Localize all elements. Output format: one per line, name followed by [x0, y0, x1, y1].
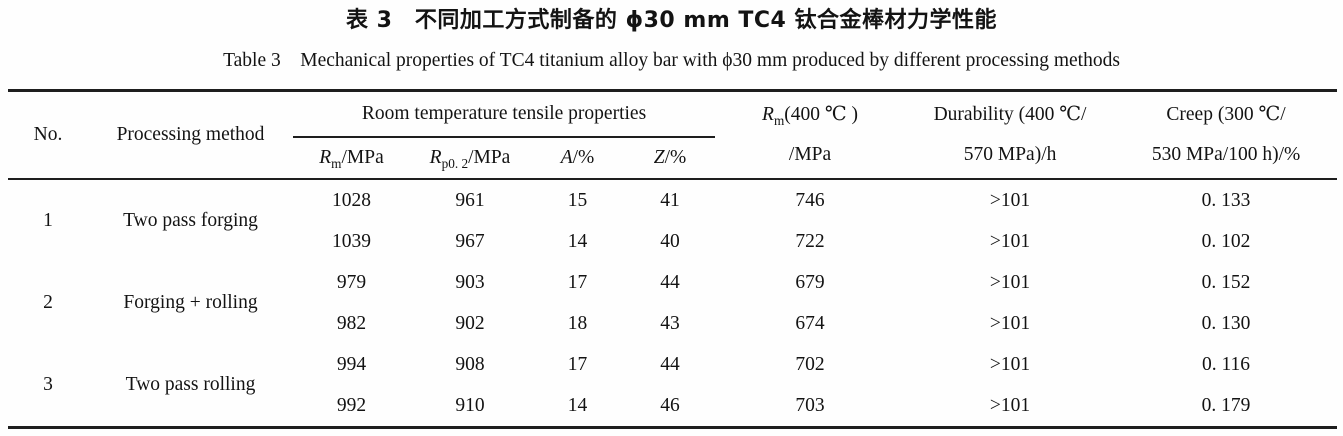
- cell-no: 3: [43, 374, 53, 395]
- cell-rm: 1028: [332, 189, 371, 211]
- cell-processing-method: Forging + rolling: [123, 292, 258, 313]
- table-body: 1 Two pass forging 1028 961 15 41 746 >101 0. 13…: [8, 179, 1337, 428]
- header-durability-line1: Durability (400 ℃/: [933, 104, 1087, 125]
- cell-rm: 982: [336, 312, 367, 334]
- cell-rp02: 908: [455, 353, 485, 375]
- table-row: 2 Forging + rolling 979 903 17 44 679 >101 0. 15…: [8, 262, 1337, 314]
- cell-durability: >101: [989, 394, 1031, 416]
- cell-a: 18: [567, 312, 588, 334]
- cell-rm: 1039: [332, 230, 371, 252]
- cell-creep: 0. 152: [1201, 271, 1251, 293]
- cell-z: 44: [660, 271, 680, 293]
- header-reduction: Z/%: [653, 147, 687, 168]
- cell-z: 46: [660, 394, 680, 416]
- cell-rp02: 903: [455, 271, 485, 293]
- header-no: No.: [33, 124, 63, 145]
- cell-no: 2: [43, 292, 53, 313]
- cell-no: 1: [43, 210, 53, 231]
- cell-durability: >101: [989, 312, 1031, 334]
- header-durability: Durability (400 ℃/ 570 MPa)/h: [905, 91, 1115, 180]
- table-row: 3 Two pass rolling 994 908 17 44 702 >101 0. 116: [8, 344, 1337, 396]
- table-header: No. Processing method Room temperature t…: [8, 90, 1338, 179]
- table-row: 982 902 18 43 674 >101 0. 130: [8, 303, 1337, 344]
- cell-durability: >101: [989, 189, 1031, 211]
- header-row-sub: Rm/MPa Rp0. 2/MPa A/% Z/%: [8, 137, 1337, 179]
- cell-rm: 979: [336, 271, 367, 293]
- header-processing-method: Processing method: [116, 124, 265, 145]
- header-row-top: No. Processing method Room temperature t…: [8, 90, 1337, 165]
- cell-processing-method: Two pass forging: [123, 210, 258, 231]
- cell-rm400: 679: [795, 271, 825, 293]
- header-tensile-group: Room temperature tensile properties: [293, 90, 716, 138]
- cell-rm400: 702: [795, 353, 825, 375]
- cell-rm400: 674: [795, 312, 825, 334]
- table-row: 1 Two pass forging 1028 961 15 41 746 >101 0. 13…: [8, 179, 1337, 232]
- cell-processing-method: Two pass rolling: [125, 374, 256, 395]
- header-rm-400-line2: /MPa: [788, 144, 832, 165]
- cell-rm: 994: [336, 353, 367, 375]
- cell-a: 14: [567, 230, 588, 252]
- cell-rp02: 910: [455, 394, 485, 416]
- table-row: 1039 967 14 40 722 >101 0. 102: [8, 221, 1337, 262]
- cell-z: 43: [660, 312, 680, 334]
- header-creep-line2: 530 MPa/100 h)/%: [1151, 144, 1301, 165]
- cell-rp02: 967: [455, 230, 485, 252]
- cell-durability: >101: [989, 353, 1031, 375]
- header-elongation: A/%: [560, 147, 595, 168]
- header-rm-400: Rm(400 ℃ ) /MPa: [715, 91, 905, 180]
- cell-durability: >101: [989, 271, 1031, 293]
- cell-creep: 0. 179: [1201, 394, 1251, 416]
- cell-creep: 0. 102: [1201, 230, 1251, 252]
- cell-a: 17: [567, 353, 588, 375]
- cell-rm: 992: [336, 394, 367, 416]
- cell-a: 14: [567, 394, 588, 416]
- cell-rm400: 746: [795, 189, 825, 211]
- header-rm-400-line1: Rm(400 ℃ ): [762, 104, 859, 128]
- cell-z: 41: [660, 189, 680, 211]
- cell-durability: >101: [989, 230, 1031, 252]
- cell-z: 40: [660, 230, 680, 252]
- header-rp02: Rp0. 2/MPa: [429, 147, 511, 171]
- table-caption-zh: 表 3 不同加工方式制备的 ϕ30 mm TC4 钛合金棒材力学性能: [345, 8, 998, 33]
- cell-rp02: 961: [455, 189, 485, 211]
- cell-creep: 0. 130: [1201, 312, 1251, 334]
- cell-a: 15: [567, 189, 588, 211]
- cell-a: 17: [567, 271, 588, 293]
- cell-rp02: 902: [455, 312, 485, 334]
- cell-z: 44: [660, 353, 680, 375]
- table-row: 992 910 14 46 703 >101 0. 179: [8, 385, 1337, 428]
- cell-rm400: 703: [795, 394, 825, 416]
- table-caption-en: Table 3 Mechanical properties of TC4 tit…: [223, 50, 1120, 71]
- header-rm: Rm/MPa: [319, 147, 384, 171]
- mechanical-properties-table: No. Processing method Room temperature t…: [8, 89, 1338, 429]
- header-durability-line2: 570 MPa)/h: [963, 144, 1057, 165]
- cell-rm400: 722: [795, 230, 825, 252]
- header-creep: Creep (300 ℃/ 530 MPa/100 h)/%: [1115, 91, 1337, 180]
- cell-creep: 0. 116: [1202, 353, 1251, 375]
- cell-creep: 0. 133: [1201, 189, 1251, 211]
- header-creep-line1: Creep (300 ℃/: [1166, 104, 1286, 125]
